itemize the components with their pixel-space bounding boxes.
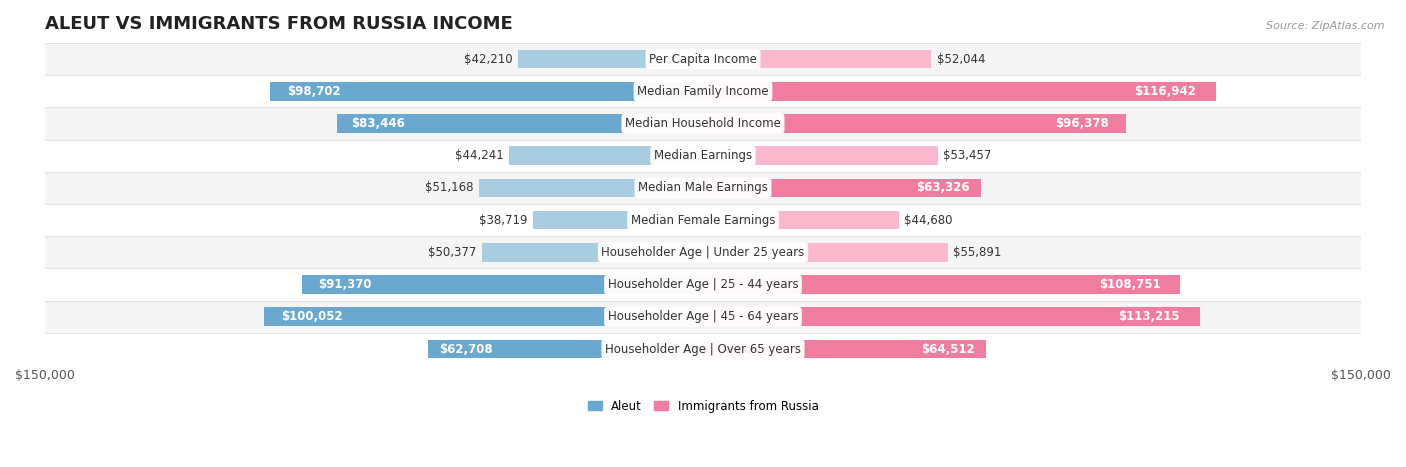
Bar <box>482 243 703 262</box>
Text: Median Male Earnings: Median Male Earnings <box>638 181 768 194</box>
Text: $116,942: $116,942 <box>1133 85 1195 98</box>
Text: $55,891: $55,891 <box>953 246 1002 259</box>
Text: Householder Age | 25 - 44 years: Householder Age | 25 - 44 years <box>607 278 799 291</box>
Legend: Aleut, Immigrants from Russia: Aleut, Immigrants from Russia <box>583 395 823 417</box>
Text: $44,241: $44,241 <box>456 149 503 162</box>
Bar <box>302 275 703 294</box>
Bar <box>703 211 898 229</box>
Text: $108,751: $108,751 <box>1099 278 1161 291</box>
Text: Median Family Income: Median Family Income <box>637 85 769 98</box>
Bar <box>703 82 1216 100</box>
Text: Source: ZipAtlas.com: Source: ZipAtlas.com <box>1267 21 1385 31</box>
Text: $50,377: $50,377 <box>429 246 477 259</box>
Bar <box>703 50 931 68</box>
Text: $64,512: $64,512 <box>921 342 974 355</box>
Text: $38,719: $38,719 <box>479 213 527 226</box>
Bar <box>517 50 703 68</box>
Text: $96,378: $96,378 <box>1054 117 1109 130</box>
Text: $62,708: $62,708 <box>439 342 492 355</box>
Bar <box>703 114 1126 133</box>
Bar <box>703 275 1180 294</box>
Bar <box>533 211 703 229</box>
Text: $83,446: $83,446 <box>352 117 405 130</box>
Text: $52,044: $52,044 <box>936 52 986 65</box>
Bar <box>45 301 1361 333</box>
Text: $91,370: $91,370 <box>318 278 371 291</box>
Bar <box>45 204 1361 236</box>
Bar <box>703 243 948 262</box>
Bar <box>45 269 1361 301</box>
Text: $42,210: $42,210 <box>464 52 513 65</box>
Bar <box>427 340 703 358</box>
Text: ALEUT VS IMMIGRANTS FROM RUSSIA INCOME: ALEUT VS IMMIGRANTS FROM RUSSIA INCOME <box>45 15 513 33</box>
Bar <box>478 178 703 197</box>
Text: Householder Age | Over 65 years: Householder Age | Over 65 years <box>605 342 801 355</box>
Bar <box>264 307 703 326</box>
Text: Median Household Income: Median Household Income <box>626 117 780 130</box>
Text: Per Capita Income: Per Capita Income <box>650 52 756 65</box>
Text: Householder Age | Under 25 years: Householder Age | Under 25 years <box>602 246 804 259</box>
Bar <box>45 107 1361 140</box>
Text: $63,326: $63,326 <box>917 181 970 194</box>
Text: $51,168: $51,168 <box>425 181 474 194</box>
Text: $100,052: $100,052 <box>281 310 343 323</box>
Text: $44,680: $44,680 <box>904 213 953 226</box>
Bar <box>45 43 1361 75</box>
Bar <box>703 178 981 197</box>
Text: $113,215: $113,215 <box>1118 310 1180 323</box>
Text: Median Earnings: Median Earnings <box>654 149 752 162</box>
Bar <box>45 75 1361 107</box>
Bar <box>270 82 703 100</box>
Bar <box>703 340 986 358</box>
Bar <box>703 146 938 165</box>
Text: $53,457: $53,457 <box>943 149 991 162</box>
Bar <box>337 114 703 133</box>
Bar <box>45 140 1361 172</box>
Bar <box>509 146 703 165</box>
Bar <box>703 307 1199 326</box>
Text: $98,702: $98,702 <box>287 85 340 98</box>
Text: Householder Age | 45 - 64 years: Householder Age | 45 - 64 years <box>607 310 799 323</box>
Bar <box>45 236 1361 269</box>
Text: Median Female Earnings: Median Female Earnings <box>631 213 775 226</box>
Bar <box>45 333 1361 365</box>
Bar <box>45 172 1361 204</box>
